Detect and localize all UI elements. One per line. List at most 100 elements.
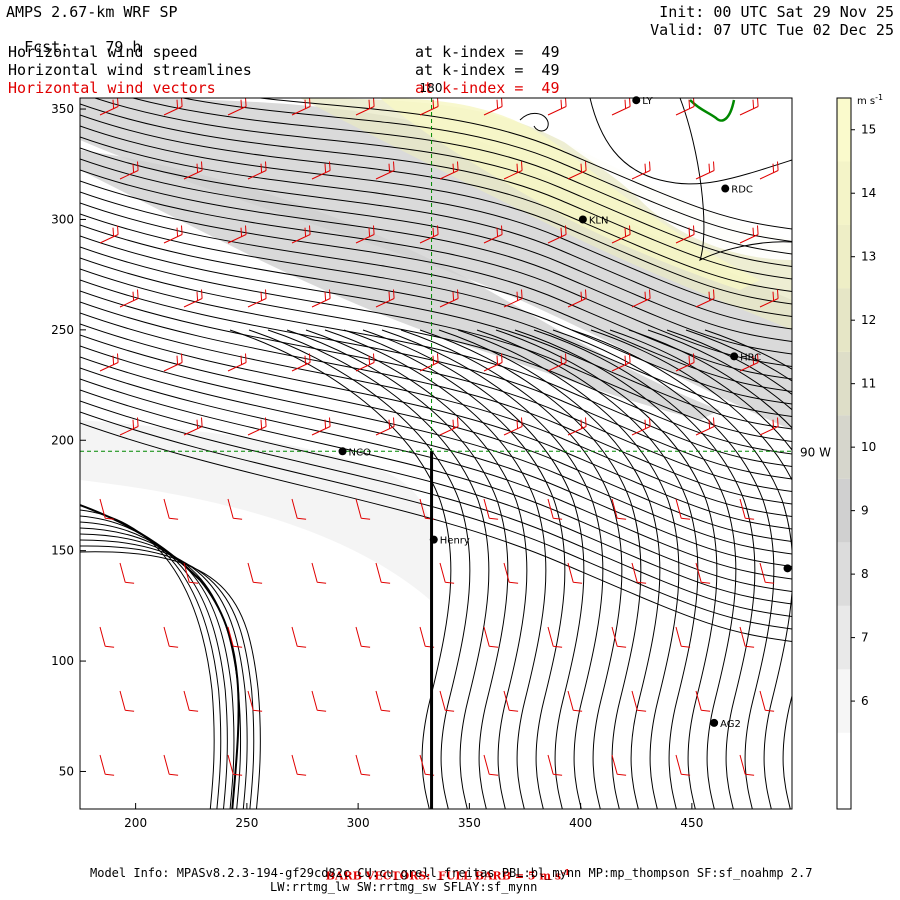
- wind-barb: [355, 225, 375, 244]
- wind-barb: [119, 417, 139, 436]
- wind-barbs: [99, 98, 779, 776]
- wind-barb: [99, 353, 119, 372]
- streamline: [267, 329, 490, 809]
- station-marker: [578, 215, 587, 224]
- wind-barb: [675, 353, 695, 372]
- y-tick-label: 300: [51, 212, 74, 226]
- fcst-value: 79 h: [105, 38, 142, 56]
- colorbar-label: 11: [861, 377, 876, 391]
- wind-barb: [311, 562, 327, 584]
- streamline: [80, 422, 792, 642]
- streamline: [381, 329, 604, 809]
- streamline: [80, 539, 248, 809]
- streamline: [80, 378, 792, 592]
- wind-barb: [163, 353, 183, 372]
- wind-barb: [739, 498, 755, 520]
- colorbar-units-exp: -1: [875, 93, 883, 102]
- x-tick-label: 350: [458, 816, 481, 830]
- wind-barb: [247, 690, 263, 712]
- wind-barb: [759, 690, 775, 712]
- wind-barb: [675, 754, 691, 776]
- wind-barb: [291, 498, 307, 520]
- streamline: [419, 329, 642, 809]
- wind-speed-shading: [80, 98, 792, 600]
- field-1-level: at k-index = 49: [415, 43, 560, 61]
- streamline: [80, 169, 792, 355]
- streamline: [180, 98, 792, 242]
- speed-band-14: [380, 98, 760, 290]
- streamline: [80, 268, 792, 467]
- wind-barb: [439, 289, 459, 308]
- wind-barb: [547, 353, 567, 372]
- wind-barb: [675, 498, 691, 520]
- streamline: [80, 400, 792, 617]
- wind-barb: [739, 626, 755, 648]
- wind-barb: [163, 98, 183, 116]
- streamline: [533, 329, 756, 809]
- wind-barb: [483, 498, 499, 520]
- wind-barb: [375, 289, 395, 308]
- model-info-2: LW:rrtmg_lw SW:rrtmg_sw SFLAY:sf_mynn: [270, 880, 538, 894]
- streamline: [80, 114, 792, 292]
- wind-barb: [227, 98, 247, 116]
- streamline: [80, 147, 792, 330]
- station-marker: [710, 718, 719, 727]
- wind-barb: [163, 626, 179, 648]
- colorbar-bin: [837, 732, 851, 809]
- wind-barb: [375, 417, 395, 436]
- wind-barb: [291, 754, 307, 776]
- station-marker: [730, 352, 739, 361]
- wind-barb: [631, 289, 651, 308]
- colorbar-bin: [837, 351, 851, 416]
- station-marker: [721, 184, 730, 193]
- plot-frame: [79, 97, 793, 810]
- streamline: [609, 329, 792, 452]
- wind-barb: [311, 289, 331, 308]
- streamline: [80, 334, 792, 542]
- streamline: [590, 329, 792, 809]
- y-tick-label: 100: [51, 654, 74, 668]
- streamline: [514, 329, 737, 809]
- wind-barb: [163, 498, 179, 520]
- colorbar-label: 7: [861, 631, 869, 645]
- streamline: [80, 345, 792, 555]
- wind-barb: [355, 353, 375, 372]
- barb-note-text: BARB VECTORS: FULL BARB = 5 m s: [325, 869, 562, 883]
- x-tick-label: 300: [347, 816, 370, 830]
- wind-barb: [503, 161, 523, 180]
- parallel-label: 90 W: [800, 445, 831, 459]
- wind-barb: [631, 161, 651, 180]
- colorbar-label: 14: [861, 186, 876, 200]
- streamline: [80, 323, 792, 530]
- x-tick-label: 200: [124, 816, 147, 830]
- wind-barb: [567, 417, 587, 436]
- wind-barb: [419, 98, 439, 116]
- field-2-level: at k-index = 49: [415, 61, 560, 79]
- station-marker: [632, 96, 641, 105]
- streamline: [679, 98, 792, 261]
- wind-barb: [355, 626, 371, 648]
- streamline: [80, 521, 228, 809]
- wind-barb: [695, 562, 711, 584]
- wind-barb: [439, 690, 455, 712]
- wind-barb: [227, 754, 243, 776]
- streamline: [80, 356, 792, 567]
- station-label: NCO: [349, 447, 371, 458]
- streamline: [589, 98, 792, 185]
- wind-barb: [119, 289, 139, 308]
- streamline: [80, 257, 792, 455]
- field-2-name: Horizontal wind streamlines: [8, 61, 252, 79]
- station-marker: [429, 535, 438, 544]
- y-tick-label: 350: [51, 102, 74, 116]
- wind-barb: [483, 754, 499, 776]
- wind-barb: [99, 754, 115, 776]
- colorbar: 15 14 13 12 11 10 9 8 7 6 m s-1: [836, 93, 883, 810]
- streamline: [130, 98, 792, 255]
- wind-barb: [547, 98, 567, 116]
- speed-band-6: [80, 420, 433, 600]
- colorbar-bin: [837, 98, 851, 162]
- wind-barb: [119, 161, 139, 180]
- streamline: [80, 213, 792, 405]
- wind-barb: [483, 626, 499, 648]
